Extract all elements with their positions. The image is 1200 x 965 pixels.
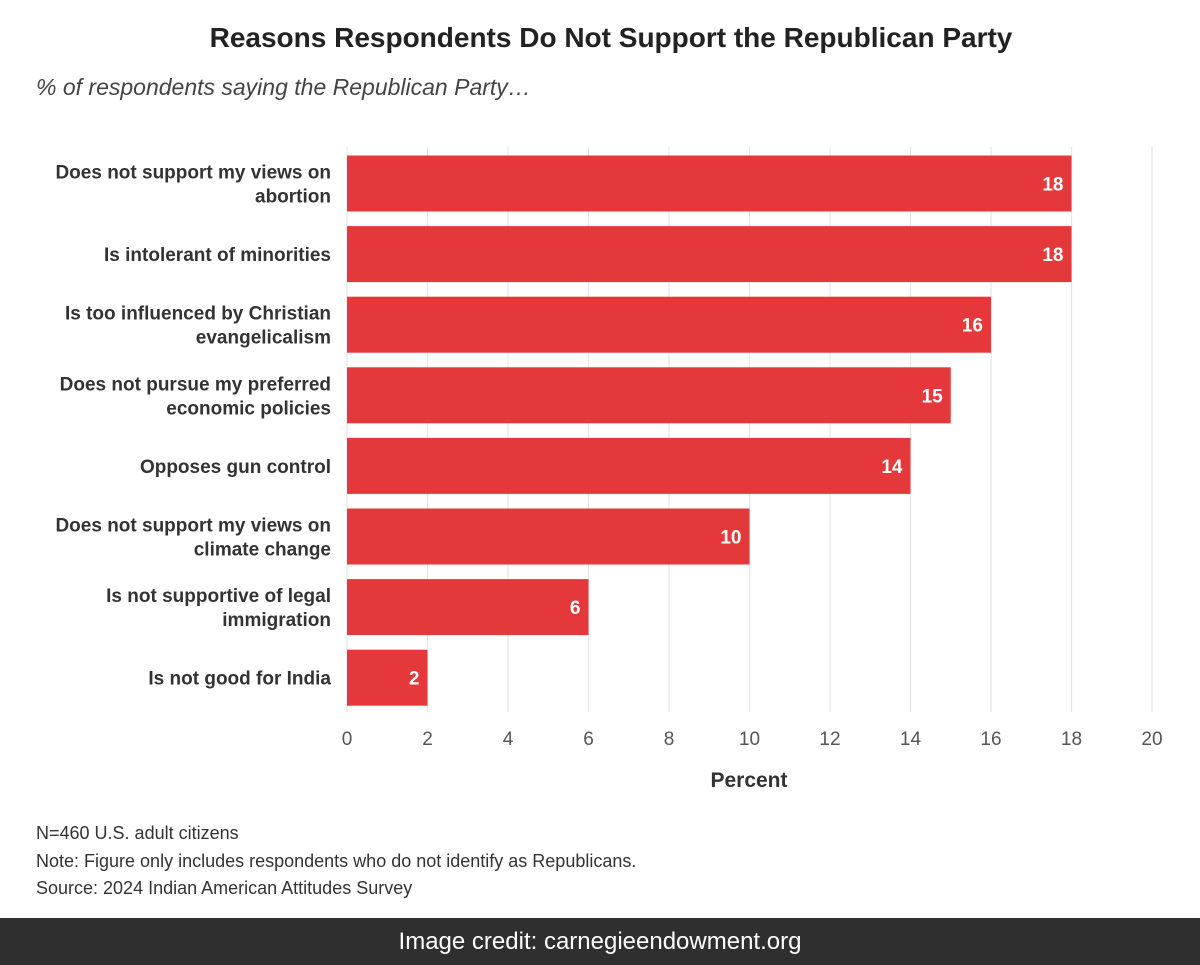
x-tick-label: 2: [422, 729, 433, 750]
x-tick-label: 10: [739, 729, 760, 750]
chart-subtitle: % of respondents saying the Republican P…: [36, 74, 531, 100]
bar: [347, 437, 911, 494]
bar: [347, 508, 750, 565]
category-label: Opposes gun control: [140, 457, 331, 478]
x-tick-label: 6: [583, 729, 594, 750]
category-labels: Does not support my views on abortion Is i…: [55, 163, 331, 690]
category-label-line: Is not good for India: [148, 669, 331, 690]
category-label: Is intolerant of minorities: [104, 245, 331, 266]
category-label-line: climate change: [194, 540, 331, 561]
chart-title: Reasons Respondents Do Not Support the R…: [209, 22, 1013, 53]
category-label: Does not support my views on abortion: [55, 163, 331, 208]
x-tick-label: 16: [980, 729, 1001, 750]
x-tick-label: 4: [503, 729, 514, 750]
bar: [347, 579, 589, 636]
x-tick-label: 12: [819, 729, 840, 750]
bar: [347, 155, 1072, 212]
category-label-line: Is intolerant of minorities: [104, 245, 331, 266]
note-source: Source: 2024 Indian American Attitudes S…: [36, 878, 413, 898]
category-label-line: Opposes gun control: [140, 457, 331, 478]
category-label-line: abortion: [255, 187, 331, 208]
bar-value-label: 16: [962, 316, 983, 337]
category-label: Does not pursue my preferred economic pol…: [60, 374, 331, 419]
category-label: Does not support my views on climate chan…: [55, 516, 331, 561]
category-label: Is not good for India: [148, 669, 331, 690]
category-label: Is not supportive of legal immigration: [106, 586, 331, 631]
category-label-line: evangelicalism: [196, 328, 331, 349]
bar-value-label: 15: [922, 386, 944, 407]
bar-value-label: 18: [1042, 245, 1063, 266]
bar-value-label: 18: [1042, 175, 1063, 196]
bar: [347, 367, 951, 424]
note-filter: Note: Figure only includes respondents w…: [36, 850, 637, 871]
category-label-line: economic policies: [166, 398, 331, 419]
bar-value-label: 14: [881, 457, 903, 478]
category-label-line: immigration: [222, 610, 331, 631]
bar: [347, 649, 428, 706]
x-tick-label: 18: [1061, 729, 1082, 750]
category-label-line: Is too influenced by Christian: [65, 304, 331, 325]
category-label-line: Does not support my views on: [55, 163, 331, 184]
bar: [347, 226, 1072, 283]
bar: [347, 296, 991, 353]
bar-value-label: 6: [570, 598, 581, 619]
bar-chart: 18 18 16 15 14 10 6 2 Does not support my views…: [55, 147, 1163, 792]
category-label: Is too influenced by Christian evangelica…: [65, 304, 331, 349]
chart-notes: N=460 U.S. adult citizens Note: Figure o…: [36, 820, 636, 903]
x-tick-labels: 0 2 4 6 8 10 12 14 16 18 20: [342, 729, 1163, 750]
category-label-line: Is not supportive of legal: [106, 586, 331, 607]
x-tick-label: 0: [342, 729, 353, 750]
x-tick-label: 14: [900, 729, 922, 750]
note-sample: N=460 U.S. adult citizens: [36, 823, 239, 843]
x-tick-label: 8: [664, 729, 675, 750]
x-axis-label: Percent: [710, 769, 787, 792]
x-tick-label: 20: [1141, 729, 1162, 750]
category-label-line: Does not support my views on: [55, 516, 331, 537]
bar-value-label: 2: [409, 669, 420, 690]
category-label-line: Does not pursue my preferred: [60, 374, 331, 395]
bars: 18 18 16 15 14 10 6 2: [347, 155, 1072, 706]
image-credit-bar: Image credit: carnegieendowment.org: [0, 918, 1200, 965]
bar-value-label: 10: [720, 528, 741, 549]
